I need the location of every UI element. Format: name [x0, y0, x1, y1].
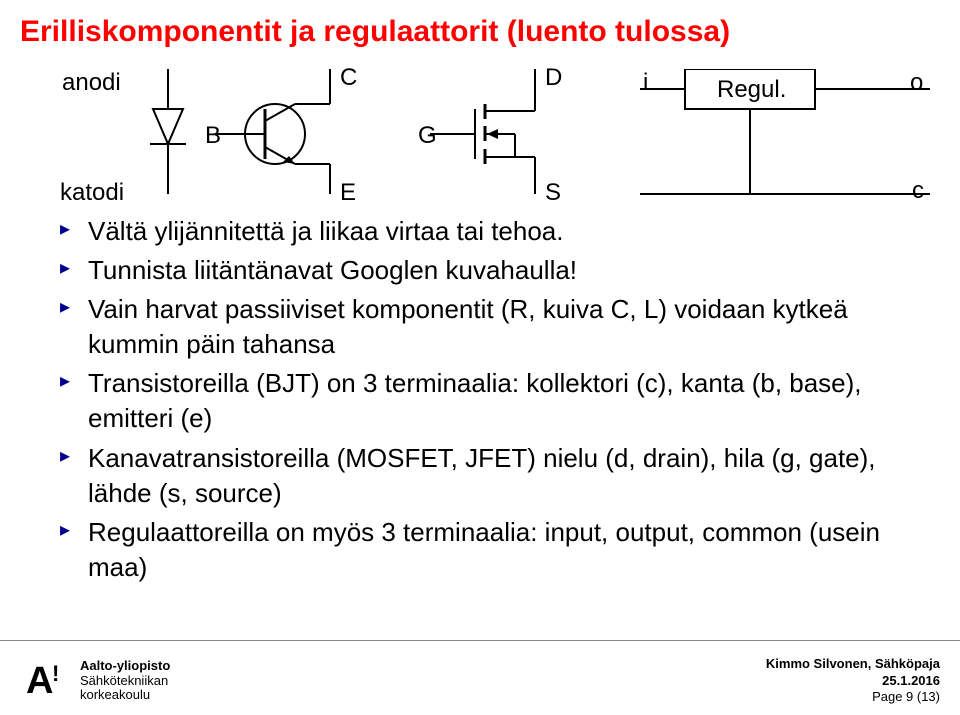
school-line1: Sähkötekniikan: [80, 674, 170, 689]
diode-symbol: [148, 69, 208, 199]
regulator-symbol: [640, 69, 940, 199]
logo-area: A ! Aalto-yliopisto Sähkötekniikan korke…: [20, 657, 170, 705]
svg-text:A: A: [26, 660, 53, 702]
svg-text:!: !: [52, 661, 59, 686]
page-line: Page 9 (13): [766, 689, 940, 705]
university-name: Aalto-yliopisto: [80, 659, 170, 674]
slide-title: Erilliskomponentit ja regulaattorit (lue…: [0, 0, 960, 59]
bullet-item: Transistoreilla (BJT) on 3 terminaalia: …: [60, 366, 940, 436]
logo-text: Aalto-yliopisto Sähkötekniikan korkeakou…: [80, 659, 170, 704]
aalto-logo-icon: A !: [20, 657, 70, 705]
bullet-item: Tunnista liitäntänavat Googlen kuvahaull…: [60, 253, 940, 288]
mosfet-symbol: [430, 69, 560, 199]
bullet-item: Regulaattoreilla on myös 3 terminaalia: …: [60, 515, 940, 585]
date-line: 25.1.2016: [766, 673, 940, 689]
bjt-symbol: [215, 69, 345, 199]
footer-right: Kimmo Silvonen, Sähköpaja 25.1.2016 Page…: [766, 656, 940, 705]
author-line: Kimmo Silvonen, Sähköpaja: [766, 656, 940, 672]
bullet-item: Vältä ylijännitettä ja liikaa virtaa tai…: [60, 214, 940, 249]
schematic-diagrams: anodi katodi B C E G D S i Regul. o c: [0, 64, 960, 204]
bullet-item: Vain harvat passiiviset komponentit (R, …: [60, 292, 940, 362]
label-katodi: katodi: [60, 179, 124, 207]
footer: A ! Aalto-yliopisto Sähkötekniikan korke…: [0, 640, 960, 715]
label-anodi: anodi: [62, 69, 121, 97]
bullet-list: Vältä ylijännitettä ja liikaa virtaa tai…: [0, 214, 960, 585]
school-line2: korkeakoulu: [80, 688, 170, 703]
bullet-item: Kanavatransistoreilla (MOSFET, JFET) nie…: [60, 441, 940, 511]
